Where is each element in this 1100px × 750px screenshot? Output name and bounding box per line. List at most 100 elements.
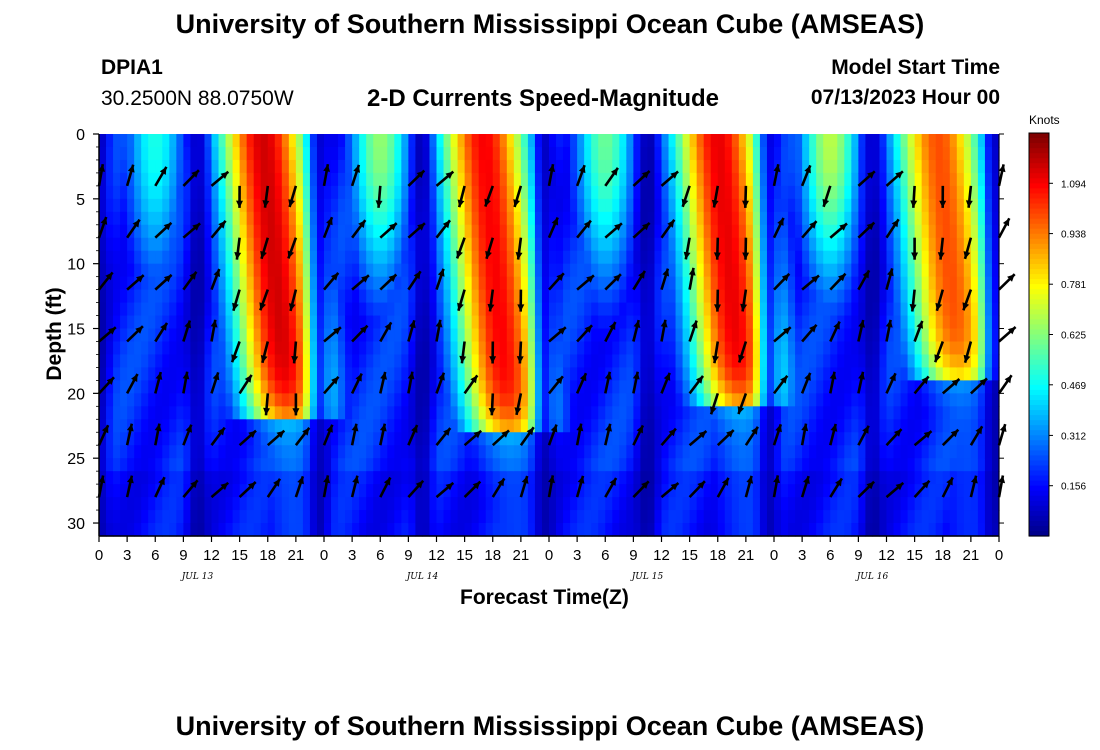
heatmap-cell <box>450 380 459 394</box>
heatmap-cell <box>422 276 431 291</box>
heatmap-cell <box>675 211 684 226</box>
heatmap-cell <box>942 315 951 330</box>
heatmap-cell <box>260 432 269 446</box>
heatmap-cell <box>837 289 845 304</box>
heatmap-cell <box>373 341 381 356</box>
heatmap-cell <box>155 263 163 278</box>
heatmap-cell <box>190 471 199 485</box>
heatmap-cell <box>745 263 754 278</box>
heatmap-cell <box>942 406 951 420</box>
heatmap-cell <box>689 224 698 239</box>
heatmap-cell <box>577 198 585 213</box>
heatmap-cell <box>485 432 494 446</box>
heatmap-cell <box>450 510 459 524</box>
heatmap-cell <box>584 302 592 317</box>
heatmap-cell <box>802 315 810 330</box>
heatmap-cell <box>450 263 459 278</box>
heatmap-cell <box>134 419 142 433</box>
heatmap-cell <box>633 146 642 161</box>
heatmap-cell <box>520 367 529 381</box>
heatmap-cell <box>942 432 951 446</box>
colorbar-swatch <box>1029 334 1049 341</box>
heatmap-cell <box>302 224 311 239</box>
heatmap-cell <box>724 484 733 498</box>
heatmap-cell <box>893 523 902 537</box>
heatmap-cell <box>858 380 867 394</box>
heatmap-cell <box>387 393 395 407</box>
heatmap-cell <box>176 172 184 187</box>
heatmap-cell <box>366 263 374 278</box>
heatmap-cell <box>991 146 1000 161</box>
heatmap-cell <box>640 419 649 433</box>
heatmap-cell <box>689 211 698 226</box>
heatmap-cell <box>788 237 796 252</box>
heatmap-cell <box>970 367 979 381</box>
heatmap-cell <box>935 406 944 420</box>
heatmap-cell <box>218 276 227 291</box>
heatmap-cell <box>141 237 149 252</box>
heatmap-cell <box>738 250 747 265</box>
heatmap-cell <box>696 510 705 524</box>
heatmap-cell <box>612 445 620 459</box>
current-arrowhead <box>220 171 229 179</box>
heatmap-cell <box>591 302 599 317</box>
heatmap-cell <box>134 432 142 446</box>
heatmap-cell <box>169 146 177 161</box>
heatmap-cell <box>823 393 831 407</box>
heatmap-cell <box>577 445 585 459</box>
heatmap-cell <box>710 211 719 226</box>
heatmap-cell <box>359 250 367 265</box>
heatmap-cell <box>387 510 395 524</box>
heatmap-cell <box>907 406 916 420</box>
heatmap-cell <box>176 146 184 161</box>
heatmap-cell <box>211 393 220 407</box>
heatmap-cell <box>253 263 262 278</box>
heatmap-cell <box>302 263 311 278</box>
heatmap-cell <box>654 302 663 317</box>
heatmap-cell <box>788 198 796 213</box>
heatmap-cell <box>991 134 1000 148</box>
current-arrowhead <box>98 475 106 484</box>
heatmap-cell <box>141 276 149 291</box>
heatmap-cell <box>190 367 199 381</box>
heatmap-cell <box>534 146 543 161</box>
current-arrowhead <box>457 302 464 311</box>
heatmap-cell <box>422 458 431 472</box>
heatmap-cell <box>176 263 184 278</box>
heatmap-cell <box>858 250 867 265</box>
heatmap-cell <box>246 328 255 343</box>
heatmap-cell <box>675 237 684 252</box>
heatmap-cell <box>851 510 859 524</box>
current-arrowhead <box>101 425 109 434</box>
heatmap-cell <box>408 134 417 148</box>
heatmap-cell <box>647 367 656 381</box>
heatmap-cell <box>766 510 775 524</box>
heatmap-cell <box>963 406 972 420</box>
heatmap-cell <box>267 237 276 252</box>
heatmap-cell <box>513 354 522 369</box>
heatmap-cell <box>113 484 121 498</box>
heatmap-cell <box>471 315 480 330</box>
heatmap-cell <box>471 380 480 394</box>
heatmap-cell <box>865 289 874 304</box>
heatmap-cell <box>893 289 902 304</box>
heatmap-cell <box>703 211 712 226</box>
heatmap-cell <box>647 380 656 394</box>
heatmap-cell <box>506 289 515 304</box>
heatmap-cell <box>844 484 852 498</box>
heatmap-cell <box>373 159 381 174</box>
heatmap-cell <box>162 523 170 537</box>
heatmap-cell <box>162 185 170 200</box>
heatmap-cell <box>886 146 895 161</box>
heatmap-cell <box>429 211 438 226</box>
heatmap-cell <box>457 341 466 356</box>
heatmap-cell <box>541 354 550 369</box>
heatmap-cell <box>879 315 888 330</box>
current-arrowhead <box>866 481 875 490</box>
heatmap-cell <box>387 224 395 239</box>
heatmap-cell <box>795 146 803 161</box>
heatmap-cell <box>169 510 177 524</box>
heatmap-cell <box>492 263 501 278</box>
heatmap-cell <box>218 198 227 213</box>
heatmap-cell <box>682 172 691 187</box>
